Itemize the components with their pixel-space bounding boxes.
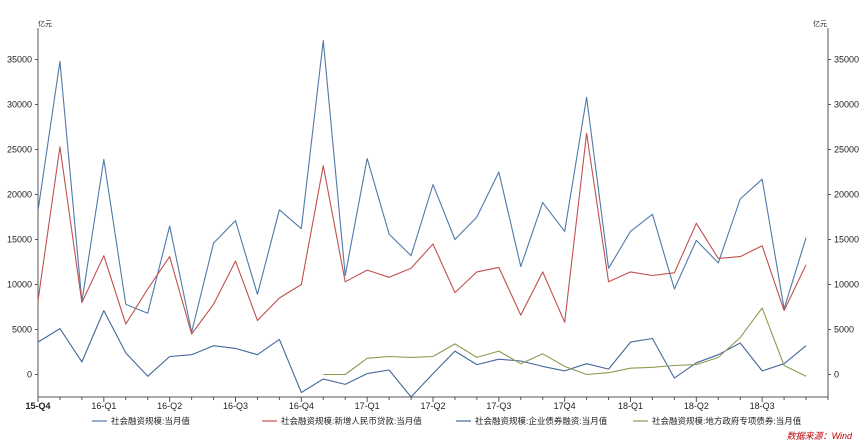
y-axis-left-unit: 亿元 — [38, 19, 52, 28]
y-left-tick-label: 25000 — [7, 145, 32, 155]
series-line-4 — [323, 307, 807, 377]
y-axis-right-ticks: 0 5000 10000 15000 20000 25000 30000 35000 — [828, 55, 859, 380]
series-line-3 — [37, 310, 807, 398]
y-right-tick-label: 30000 — [834, 100, 859, 110]
series-line-2 — [37, 132, 807, 335]
y-right-tick-label: 0 — [834, 370, 839, 380]
y-right-tick-label: 25000 — [834, 145, 859, 155]
x-tick-label: 17Q4 — [554, 401, 576, 411]
x-tick-label: 15-Q4 — [25, 401, 50, 411]
x-tick-label: 16-Q1 — [91, 401, 116, 411]
y-right-tick-label: 20000 — [834, 190, 859, 200]
x-tick-label: 18-Q3 — [750, 401, 775, 411]
legend-label-3: 社会融资规模:企业债券融资:当月值 — [475, 416, 608, 426]
x-tick-label: 17-Q3 — [486, 401, 511, 411]
series-line-1 — [37, 40, 807, 333]
x-tick-label: 16-Q4 — [289, 401, 314, 411]
x-tick-label: 18-Q1 — [618, 401, 643, 411]
legend-label-1: 社会融资规模:当月值 — [111, 416, 190, 426]
legend: 社会融资规模:当月值 社会融资规模:新增人民币贷款:当月值 社会融资规模:企业债券融… — [92, 416, 802, 426]
y-axis-right-unit: 亿元 — [813, 19, 827, 28]
y-left-tick-label: 15000 — [7, 235, 32, 245]
x-tick-label: 16-Q2 — [157, 401, 182, 411]
y-left-tick-label: 35000 — [7, 55, 32, 65]
legend-label-4: 社会融资规模:地方政府专项债券:当月值 — [652, 416, 802, 426]
y-right-tick-label: 5000 — [834, 325, 854, 335]
x-tick-label: 17-Q2 — [420, 401, 445, 411]
y-left-tick-label: 10000 — [7, 280, 32, 290]
x-axis-ticks: 15-Q4 16-Q1 16-Q2 16-Q3 16-Q4 17-Q1 17-Q2 17-Q3… — [25, 397, 829, 411]
source-note: 数据来源：Wind — [787, 431, 853, 441]
y-left-tick-label: 5000 — [12, 325, 32, 335]
y-left-tick-label: 30000 — [7, 100, 32, 110]
y-left-tick-label: 0 — [27, 370, 32, 380]
y-left-tick-label: 20000 — [7, 190, 32, 200]
y-right-tick-label: 35000 — [834, 55, 859, 65]
y-axis-left-ticks: 0 5000 10000 15000 20000 25000 30000 35000 — [7, 55, 38, 380]
x-tick-label: 17-Q1 — [355, 401, 380, 411]
y-right-tick-label: 15000 — [834, 235, 859, 245]
x-tick-label: 18-Q2 — [684, 401, 709, 411]
legend-label-2: 社会融资规模:新增人民币贷款:当月值 — [281, 416, 422, 426]
x-tick-label: 16-Q3 — [223, 401, 248, 411]
y-right-tick-label: 10000 — [834, 280, 859, 290]
series-lines — [37, 40, 807, 398]
